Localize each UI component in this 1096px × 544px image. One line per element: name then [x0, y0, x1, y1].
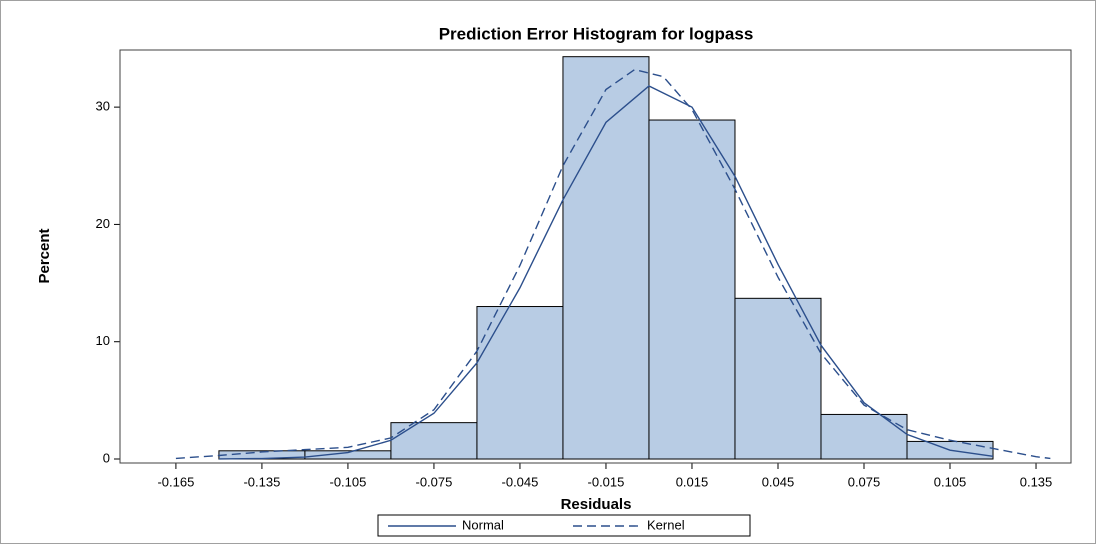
- x-tick-label: 0.135: [1020, 474, 1053, 489]
- density-curve: [175, 68, 1051, 460]
- density-curve: [218, 85, 994, 460]
- x-tick-label: -0.135: [243, 474, 280, 489]
- x-tick-label: -0.015: [588, 474, 625, 489]
- x-tick-label: 0.045: [762, 474, 795, 489]
- legend-label: Kernel: [647, 517, 685, 532]
- legend-box: [377, 514, 751, 537]
- x-tick-label: -0.045: [502, 474, 539, 489]
- y-tick-label: 30: [96, 99, 110, 114]
- x-tick-label: 0.075: [848, 474, 881, 489]
- bar: [734, 297, 822, 460]
- x-tick-label: -0.165: [157, 474, 194, 489]
- x-axis-title: Residuals: [561, 496, 632, 513]
- y-tick-label: 20: [96, 216, 110, 231]
- bar: [648, 119, 736, 460]
- legend-label: Normal: [462, 517, 504, 532]
- x-tick-label: 0.105: [934, 474, 967, 489]
- chart-title: Prediction Error Histogram for logpass: [439, 24, 754, 43]
- bar: [562, 56, 650, 460]
- y-tick-label: 10: [96, 333, 110, 348]
- bar: [476, 306, 564, 460]
- x-tick-label: 0.015: [676, 474, 709, 489]
- bar: [390, 422, 478, 460]
- y-axis-title: Percent: [36, 228, 53, 283]
- plot-frame: [119, 49, 1072, 464]
- x-tick-label: -0.075: [416, 474, 453, 489]
- y-tick-label: 0: [103, 450, 110, 465]
- x-tick-label: -0.105: [329, 474, 366, 489]
- bar: [820, 413, 908, 460]
